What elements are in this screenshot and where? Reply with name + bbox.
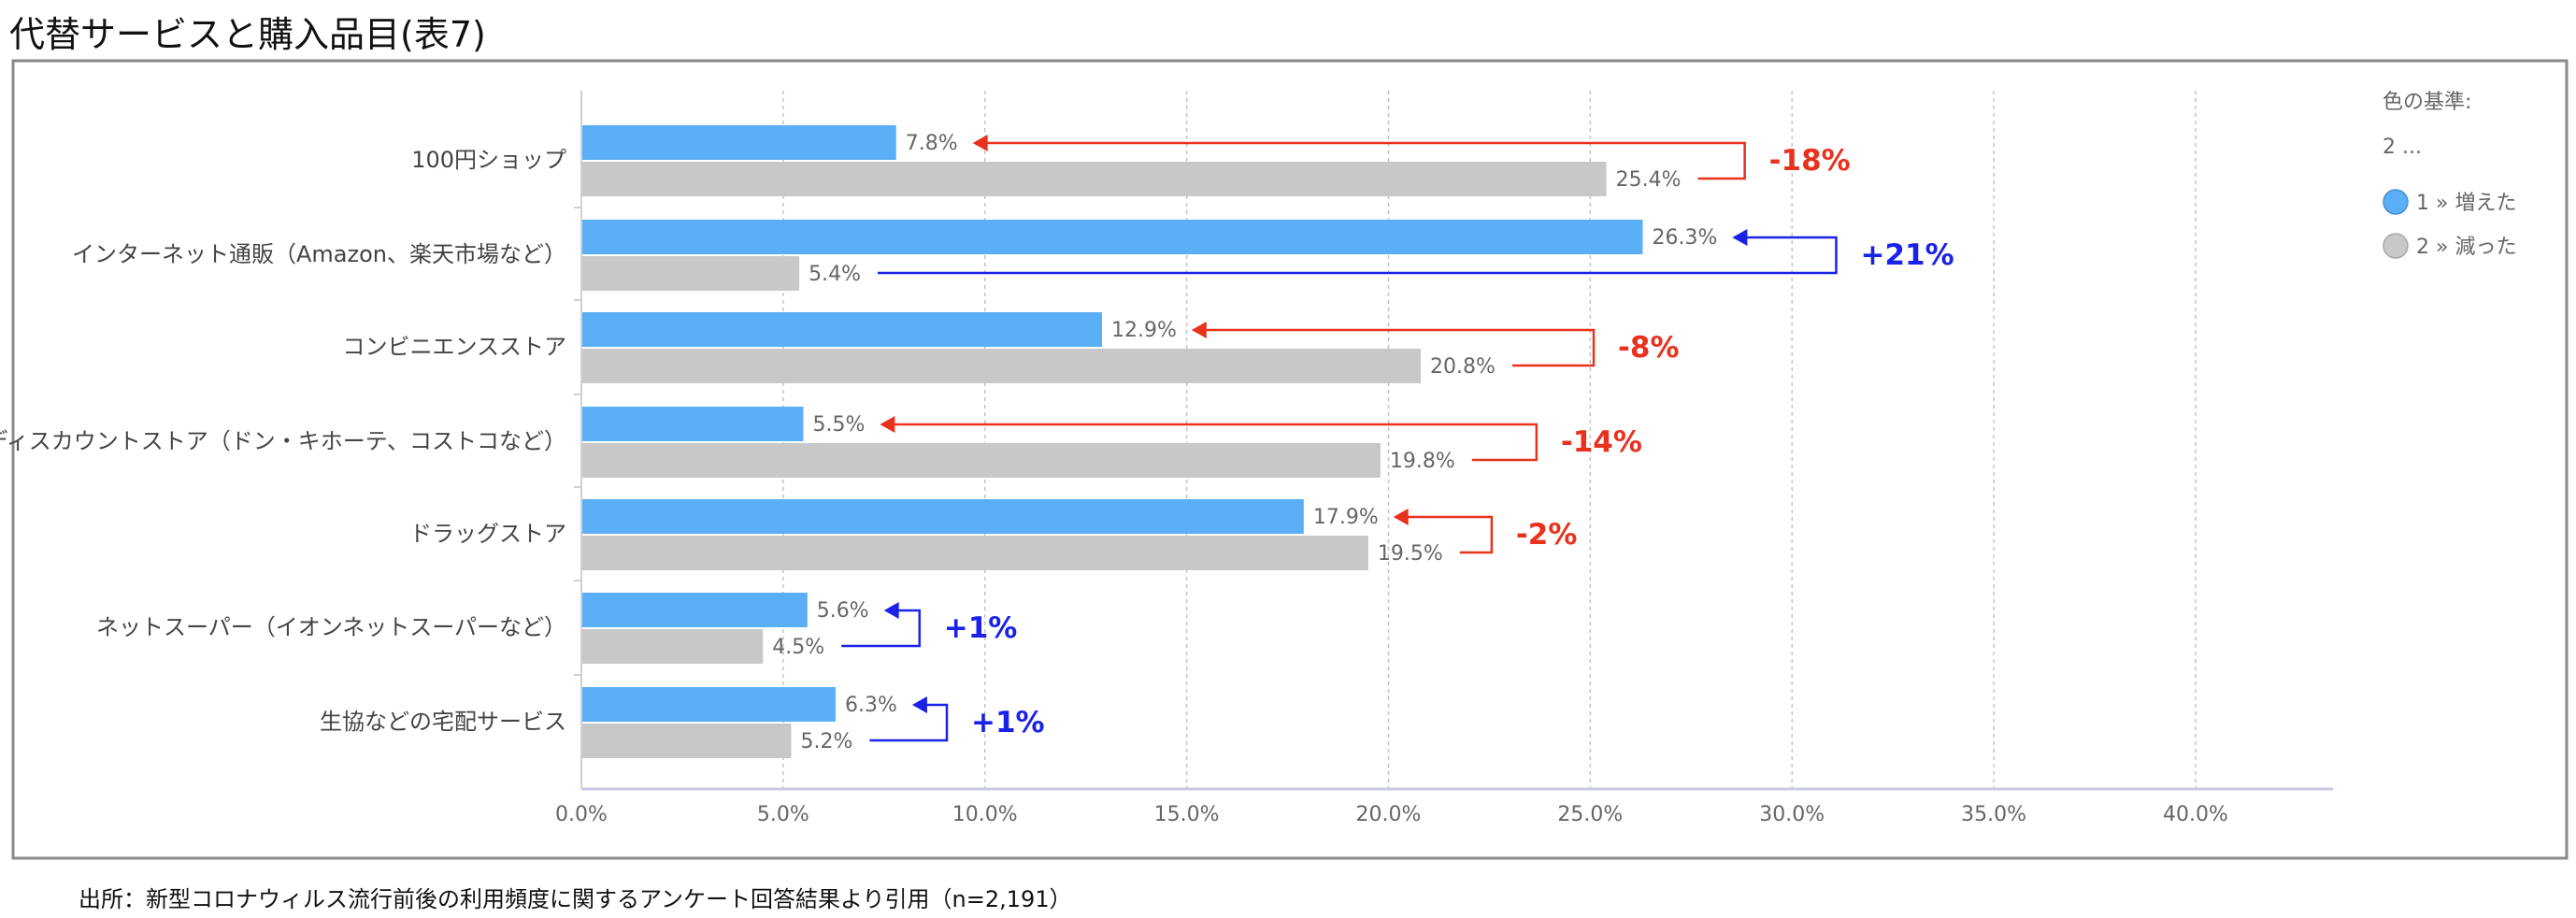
bar-increase [581, 407, 804, 441]
category-label: 100円ショップ [411, 147, 566, 173]
arrowhead-icon [972, 135, 988, 151]
bar-increase [581, 312, 1102, 347]
value-label-increase: 7.8% [906, 132, 958, 155]
value-label-decrease: 5.2% [801, 730, 853, 753]
arrowhead-icon [880, 416, 895, 433]
x-axis: 0.0% 5.0% 10.0% 15.0% 20.0% 25.0% 30.0% 35.0% 40… [555, 91, 2333, 826]
change-annotation: -2% [1516, 518, 1578, 552]
bar-decrease [581, 349, 1422, 383]
arrowhead-icon [883, 602, 899, 619]
source-footer: 出所：新型コロナウィルス流行前後の利用頻度に関するアンケート回答結果より引用（n… [79, 886, 1072, 912]
change-annotation: +1% [971, 706, 1045, 739]
arrowhead-icon [1732, 229, 1748, 246]
change-annotation: +1% [944, 611, 1018, 645]
value-label-decrease: 4.5% [772, 636, 824, 659]
value-label-increase: 26.3% [1653, 226, 1718, 250]
change-bracket [1204, 328, 1596, 367]
value-label-increase: 12.9% [1111, 319, 1177, 342]
change-bracket [893, 423, 1538, 462]
x-tick-label: 40.0% [2163, 803, 2228, 826]
value-label-increase: 5.5% [812, 413, 865, 437]
bar-decrease [581, 629, 764, 664]
value-label-increase: 5.6% [817, 599, 869, 623]
bar-increase [581, 499, 1304, 534]
x-tick-label: 30.0% [1759, 803, 1825, 826]
legend-heading: 色の基準: [2383, 91, 2471, 114]
legend-swatch-increase [2383, 189, 2409, 215]
legend-subheading: 2 ... [2383, 136, 2422, 159]
arrowhead-icon [911, 696, 927, 713]
change-bracket [869, 703, 949, 742]
legend-label-increase[interactable]: 1 » 増えた [2416, 192, 2516, 215]
x-tick-label: 10.0% [952, 803, 1018, 826]
value-label-decrease: 25.4% [1616, 168, 1682, 192]
x-tick-label: 0.0% [555, 803, 608, 826]
value-label-decrease: 19.8% [1390, 450, 1455, 473]
x-tick-label: 25.0% [1557, 803, 1623, 826]
value-label-increase: 17.9% [1313, 506, 1379, 529]
bar-increase [581, 125, 896, 160]
category-label: 生協などの宅配サービス [320, 709, 566, 735]
change-annotation: -18% [1769, 144, 1851, 178]
page-title: 代替サービスと購入品目(表7) [9, 14, 486, 55]
change-annotation: -8% [1618, 331, 1680, 365]
legend-label-decrease[interactable]: 2 » 減った [2416, 236, 2516, 259]
x-tick-label: 20.0% [1356, 803, 1422, 826]
change-bracket [1406, 515, 1494, 554]
value-label-decrease: 5.4% [809, 263, 861, 286]
category-label: ドラッグストア [409, 521, 566, 547]
value-label-decrease: 20.8% [1430, 355, 1496, 379]
category-label: コンビニエンスストア [342, 334, 566, 360]
value-label-increase: 6.3% [845, 694, 897, 717]
arrowhead-icon [1191, 322, 1207, 338]
legend-swatch-decrease [2383, 233, 2409, 259]
legend[interactable]: 色の基準: 2 ... 1 » 増えた 2 » 減った [2383, 91, 2516, 259]
change-bracket [878, 236, 1838, 275]
category-label: インターネット通販（Amazon、楽天市場など） [72, 241, 566, 267]
bar-decrease [581, 536, 1368, 570]
category-label: ディスカウントストア（ドン・キホーテ、コストコなど） [0, 428, 566, 454]
x-tick-label: 35.0% [1961, 803, 2026, 826]
category-label: ネットスーパー（イオンネットスーパーなど） [96, 614, 566, 640]
bar-increase [581, 220, 1643, 254]
bars: 100円ショップ 7.8% 25.4% -18% インターネット通販（Amazon、楽天… [0, 125, 1954, 758]
bar-increase [581, 593, 808, 627]
bar-decrease [581, 162, 1607, 196]
change-annotation: +21% [1861, 238, 1954, 272]
bar-decrease [581, 443, 1381, 478]
bar-decrease [581, 256, 800, 291]
bar-increase [581, 687, 837, 722]
change-annotation: -14% [1561, 425, 1642, 459]
change-bracket [841, 609, 922, 648]
arrowhead-icon [1393, 509, 1409, 525]
x-tick-label: 5.0% [757, 803, 809, 826]
change-bracket [985, 141, 1746, 180]
value-label-decrease: 19.5% [1378, 542, 1443, 566]
bar-decrease [581, 724, 792, 758]
x-tick-label: 15.0% [1154, 803, 1220, 826]
